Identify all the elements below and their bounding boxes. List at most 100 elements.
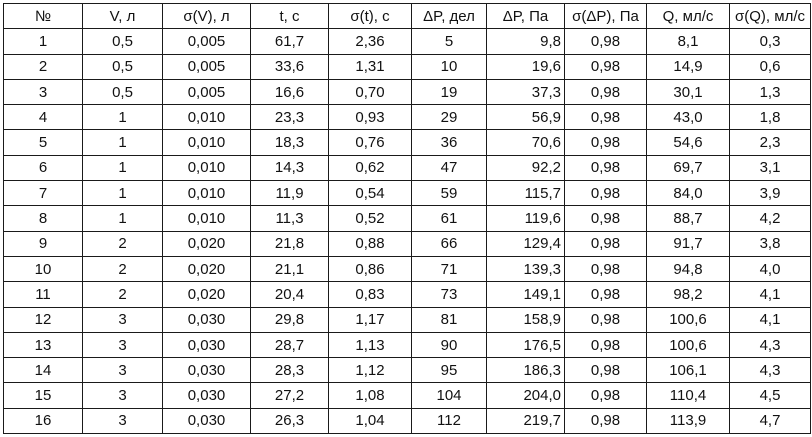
cell-pressure-pa[interactable]: 158,9 (486, 306, 565, 333)
cell-time-error[interactable]: 0,52 (328, 205, 412, 232)
cell-time[interactable]: 18,3 (250, 129, 329, 156)
cell-pressure-divisions[interactable]: 112 (411, 407, 487, 435)
cell-pressure-divisions[interactable]: 73 (411, 281, 487, 308)
cell-volume-error[interactable]: 0,030 (162, 407, 251, 435)
header-cell-time-error[interactable]: σ(t), с (328, 2, 412, 30)
cell-volume[interactable]: 2 (82, 230, 163, 257)
cell-pressure-pa[interactable]: 9,8 (486, 28, 565, 55)
cell-flow-rate[interactable]: 106,1 (646, 357, 730, 384)
cell-number[interactable]: 16 (3, 407, 83, 435)
cell-time[interactable]: 29,8 (250, 306, 329, 333)
cell-time-error[interactable]: 0,76 (328, 129, 412, 156)
cell-pressure-divisions[interactable]: 61 (411, 205, 487, 232)
cell-flow-rate[interactable]: 14,9 (646, 53, 730, 80)
cell-volume[interactable]: 1 (82, 180, 163, 207)
cell-volume-error[interactable]: 0,020 (162, 230, 251, 257)
cell-volume-error[interactable]: 0,010 (162, 129, 251, 156)
cell-pressure-pa[interactable]: 139,3 (486, 255, 565, 283)
cell-flow-rate[interactable]: 30,1 (646, 78, 730, 106)
cell-number[interactable]: 2 (3, 53, 83, 80)
cell-pressure-error[interactable]: 0,98 (564, 382, 647, 409)
cell-flow-rate[interactable]: 98,2 (646, 281, 730, 308)
cell-pressure-pa[interactable]: 56,9 (486, 104, 565, 131)
cell-pressure-pa[interactable]: 119,6 (486, 205, 565, 232)
cell-pressure-error[interactable]: 0,98 (564, 281, 647, 308)
cell-number[interactable]: 13 (3, 331, 83, 359)
cell-number[interactable]: 1 (3, 28, 83, 55)
cell-time-error[interactable]: 1,31 (328, 53, 412, 80)
cell-flow-rate[interactable]: 84,0 (646, 180, 730, 207)
cell-flow-rate-error[interactable]: 4,2 (729, 205, 811, 232)
cell-pressure-divisions[interactable]: 36 (411, 129, 487, 156)
cell-flow-rate[interactable]: 69,7 (646, 154, 730, 182)
cell-time[interactable]: 21,8 (250, 230, 329, 257)
cell-time[interactable]: 33,6 (250, 53, 329, 80)
cell-flow-rate-error[interactable]: 4,5 (729, 382, 811, 409)
cell-volume-error[interactable]: 0,005 (162, 78, 251, 106)
cell-volume-error[interactable]: 0,010 (162, 205, 251, 232)
cell-volume[interactable]: 2 (82, 281, 163, 308)
cell-pressure-pa[interactable]: 37,3 (486, 78, 565, 106)
header-cell-volume-error[interactable]: σ(V), л (162, 2, 251, 30)
cell-pressure-error[interactable]: 0,98 (564, 230, 647, 257)
cell-pressure-error[interactable]: 0,98 (564, 154, 647, 182)
cell-number[interactable]: 7 (3, 180, 83, 207)
cell-flow-rate-error[interactable]: 1,3 (729, 78, 811, 106)
cell-number[interactable]: 3 (3, 78, 83, 106)
cell-pressure-error[interactable]: 0,98 (564, 78, 647, 106)
cell-flow-rate-error[interactable]: 3,9 (729, 180, 811, 207)
cell-flow-rate[interactable]: 110,4 (646, 382, 730, 409)
cell-flow-rate[interactable]: 100,6 (646, 331, 730, 359)
cell-volume[interactable]: 0,5 (82, 28, 163, 55)
cell-pressure-divisions[interactable]: 104 (411, 382, 487, 409)
cell-flow-rate-error[interactable]: 0,3 (729, 28, 811, 55)
cell-pressure-pa[interactable]: 176,5 (486, 331, 565, 359)
cell-volume[interactable]: 3 (82, 306, 163, 333)
cell-pressure-error[interactable]: 0,98 (564, 28, 647, 55)
cell-pressure-divisions[interactable]: 29 (411, 104, 487, 131)
cell-volume-error[interactable]: 0,010 (162, 180, 251, 207)
cell-volume[interactable]: 1 (82, 205, 163, 232)
cell-volume[interactable]: 3 (82, 331, 163, 359)
cell-time-error[interactable]: 1,04 (328, 407, 412, 435)
cell-time-error[interactable]: 0,62 (328, 154, 412, 182)
header-cell-flow-rate-error[interactable]: σ(Q), мл/с (729, 2, 811, 30)
cell-time-error[interactable]: 1,08 (328, 382, 412, 409)
cell-pressure-error[interactable]: 0,98 (564, 180, 647, 207)
cell-flow-rate[interactable]: 54,6 (646, 129, 730, 156)
cell-time[interactable]: 23,3 (250, 104, 329, 131)
cell-time[interactable]: 26,3 (250, 407, 329, 435)
cell-flow-rate-error[interactable]: 0,6 (729, 53, 811, 80)
cell-flow-rate[interactable]: 8,1 (646, 28, 730, 55)
cell-time-error[interactable]: 1,17 (328, 306, 412, 333)
cell-pressure-divisions[interactable]: 47 (411, 154, 487, 182)
cell-pressure-divisions[interactable]: 81 (411, 306, 487, 333)
cell-flow-rate[interactable]: 94,8 (646, 255, 730, 283)
cell-flow-rate[interactable]: 88,7 (646, 205, 730, 232)
cell-flow-rate[interactable]: 43,0 (646, 104, 730, 131)
cell-time-error[interactable]: 0,70 (328, 78, 412, 106)
cell-volume-error[interactable]: 0,030 (162, 331, 251, 359)
cell-time[interactable]: 11,3 (250, 205, 329, 232)
cell-flow-rate-error[interactable]: 4,7 (729, 407, 811, 435)
cell-number[interactable]: 12 (3, 306, 83, 333)
cell-time-error[interactable]: 0,83 (328, 281, 412, 308)
cell-pressure-pa[interactable]: 204,0 (486, 382, 565, 409)
cell-pressure-error[interactable]: 0,98 (564, 407, 647, 435)
cell-time[interactable]: 27,2 (250, 382, 329, 409)
cell-pressure-pa[interactable]: 186,3 (486, 357, 565, 384)
cell-volume[interactable]: 1 (82, 104, 163, 131)
cell-time-error[interactable]: 1,12 (328, 357, 412, 384)
cell-volume[interactable]: 0,5 (82, 53, 163, 80)
header-cell-pressure-divisions[interactable]: ΔP, дел (411, 2, 487, 30)
cell-volume-error[interactable]: 0,005 (162, 53, 251, 80)
cell-volume-error[interactable]: 0,030 (162, 382, 251, 409)
cell-volume[interactable]: 2 (82, 255, 163, 283)
cell-flow-rate[interactable]: 100,6 (646, 306, 730, 333)
cell-pressure-divisions[interactable]: 5 (411, 28, 487, 55)
cell-pressure-divisions[interactable]: 10 (411, 53, 487, 80)
cell-volume[interactable]: 3 (82, 382, 163, 409)
cell-pressure-divisions[interactable]: 59 (411, 180, 487, 207)
cell-pressure-error[interactable]: 0,98 (564, 306, 647, 333)
cell-flow-rate-error[interactable]: 4,3 (729, 331, 811, 359)
